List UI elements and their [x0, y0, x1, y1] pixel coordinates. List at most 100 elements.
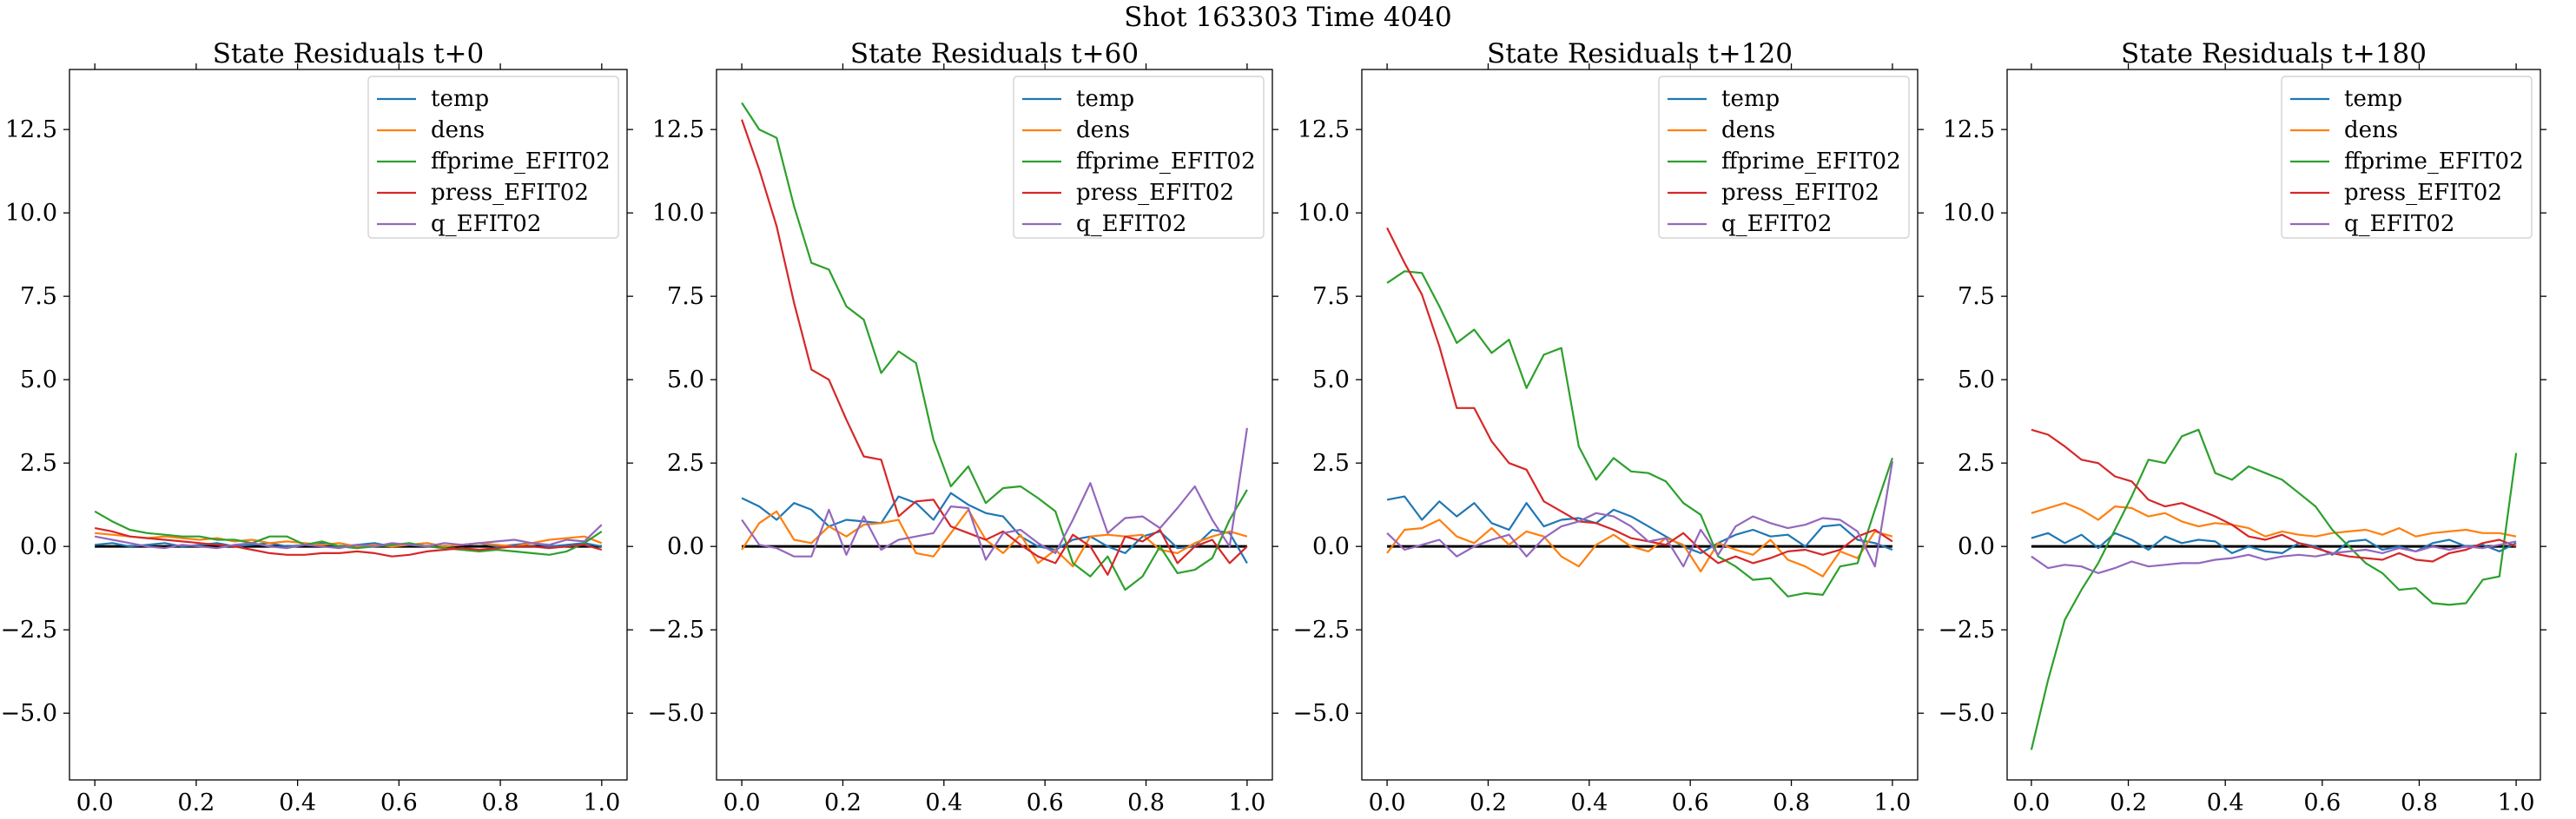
- x-tick-label: 0.6: [380, 789, 418, 816]
- x-tick-label: 0.2: [824, 789, 862, 816]
- y-tick-label: −2.5: [1292, 617, 1350, 644]
- legend-label: press_EFIT02: [1721, 180, 1879, 206]
- x-tick-label: 0.0: [1369, 789, 1406, 816]
- chart-panel-1: State Residuals t+60 0.0 0.2 0.4 0.6 0.8 1.0 −5…: [647, 38, 1278, 816]
- series-line-q_EFIT02: [94, 524, 603, 550]
- x-tick-label: 0.2: [177, 789, 215, 816]
- x-tick-label: 0.6: [2303, 789, 2341, 816]
- y-tick-label: 7.5: [1958, 283, 1995, 310]
- x-tick-label: 1.0: [1873, 789, 1911, 816]
- y-tick-label: 0.0: [20, 533, 57, 560]
- x-tick-label: 0.8: [1773, 789, 1810, 816]
- y-tick-label: 0.0: [667, 533, 704, 560]
- legend-label: temp: [2344, 86, 2402, 112]
- y-tick-label: 5.0: [20, 367, 57, 393]
- legend-box: [367, 76, 619, 239]
- y-tick-label: 0.0: [1958, 533, 1995, 560]
- y-tick-label: 10.0: [1943, 200, 1995, 227]
- legend-label: ffprime_EFIT02: [2344, 149, 2524, 175]
- y-tick-label: −5.0: [647, 700, 704, 727]
- chart-panel-2: State Residuals t+120 0.0 0.2 0.4 0.6 0.8 1.0 −…: [1292, 38, 1924, 816]
- y-tick-label: 5.0: [667, 367, 704, 393]
- legend-box: [2281, 76, 2533, 239]
- y-tick-label: 2.5: [20, 450, 57, 477]
- y-tick-label: 10.0: [652, 200, 704, 227]
- y-tick-label: 2.5: [667, 450, 704, 477]
- legend-label: q_EFIT02: [2344, 211, 2454, 237]
- x-tick-label: 1.0: [2498, 789, 2535, 816]
- legend-label: ffprime_EFIT02: [1721, 149, 1901, 175]
- x-tick-label: 0.4: [2207, 789, 2244, 816]
- x-tick-label: 0.2: [2110, 789, 2147, 816]
- axes-frame: [69, 69, 628, 781]
- y-tick-label: 12.5: [1298, 116, 1350, 143]
- series-line-q_EFIT02: [1386, 461, 1893, 568]
- series-line-q_EFIT02: [741, 427, 1248, 561]
- axes-frame: [716, 69, 1273, 781]
- y-tick-label: 0.0: [1312, 533, 1350, 560]
- x-tick-label: 0.4: [279, 789, 316, 816]
- legend-label: dens: [1076, 117, 1130, 143]
- series-line-dens: [1386, 518, 1893, 578]
- x-tick-label: 0.6: [1672, 789, 1709, 816]
- legend-label: dens: [1721, 117, 1775, 143]
- chart-panel-0: State Residuals t+0 0.0 0.2 0.4 0.6 0.8 1.0 −5.…: [0, 38, 633, 816]
- y-tick-label: 5.0: [1312, 367, 1350, 393]
- y-tick-label: 12.5: [5, 116, 57, 143]
- y-tick-label: −2.5: [0, 617, 57, 644]
- legend-label: dens: [2344, 117, 2398, 143]
- legend-box: [1013, 76, 1265, 239]
- series-line-q_EFIT02: [2031, 540, 2517, 575]
- series-line-ffprime_EFIT02: [2030, 428, 2518, 750]
- legend-label: temp: [1721, 86, 1780, 112]
- y-tick-label: 12.5: [1943, 116, 1995, 143]
- figure-suptitle: Shot 163303 Time 4040: [1124, 2, 1452, 33]
- x-tick-label: 0.0: [723, 789, 761, 816]
- y-tick-label: 10.0: [5, 200, 57, 227]
- legend-label: dens: [431, 117, 485, 143]
- y-tick-label: 10.0: [1298, 200, 1350, 227]
- legend-box: [1658, 76, 1910, 239]
- y-tick-label: −2.5: [1938, 617, 1995, 644]
- x-tick-label: 0.8: [482, 789, 519, 816]
- y-tick-label: 7.5: [1312, 283, 1350, 310]
- series-line-press_EFIT02: [1386, 227, 1893, 565]
- x-tick-label: 0.6: [1027, 789, 1064, 816]
- legend-label: q_EFIT02: [431, 211, 541, 237]
- y-tick-label: 7.5: [20, 283, 57, 310]
- series-line-press_EFIT02: [94, 527, 603, 558]
- x-tick-label: 0.0: [2012, 789, 2050, 816]
- legend-label: temp: [431, 86, 489, 112]
- legend-label: press_EFIT02: [2344, 180, 2502, 206]
- y-tick-label: 2.5: [1312, 450, 1350, 477]
- chart-title: State Residuals t+60: [850, 38, 1139, 69]
- y-tick-label: −2.5: [647, 617, 704, 644]
- chart-title: State Residuals t+180: [2121, 38, 2427, 69]
- x-tick-label: 0.8: [1127, 789, 1165, 816]
- series-line-temp: [1386, 495, 1893, 555]
- axes-frame: [2006, 69, 2541, 781]
- y-tick-label: −5.0: [1292, 700, 1350, 727]
- x-tick-label: 0.4: [1570, 789, 1608, 816]
- legend-label: q_EFIT02: [1721, 211, 1832, 237]
- chart-panel-3: State Residuals t+180 0.0 0.2 0.4 0.6 0.8 1.0 −…: [1938, 38, 2546, 816]
- legend-label: ffprime_EFIT02: [1076, 149, 1256, 175]
- x-tick-label: 1.0: [583, 789, 620, 816]
- axes-frame: [1361, 69, 1919, 781]
- legend-label: ffprime_EFIT02: [431, 149, 611, 175]
- y-tick-label: −5.0: [1938, 700, 1995, 727]
- legend-label: q_EFIT02: [1076, 211, 1186, 237]
- chart-title: State Residuals t+120: [1487, 38, 1793, 69]
- series-line-ffprime_EFIT02: [94, 510, 603, 556]
- legend-label: press_EFIT02: [1076, 180, 1234, 206]
- x-tick-label: 0.2: [1470, 789, 1507, 816]
- y-tick-label: 2.5: [1958, 450, 1995, 477]
- chart-title: State Residuals t+0: [213, 38, 484, 69]
- x-tick-label: 1.0: [1228, 789, 1265, 816]
- series-line-press_EFIT02: [2031, 428, 2517, 563]
- legend-label: press_EFIT02: [431, 180, 589, 206]
- legend-label: temp: [1076, 86, 1134, 112]
- x-tick-label: 0.4: [925, 789, 962, 816]
